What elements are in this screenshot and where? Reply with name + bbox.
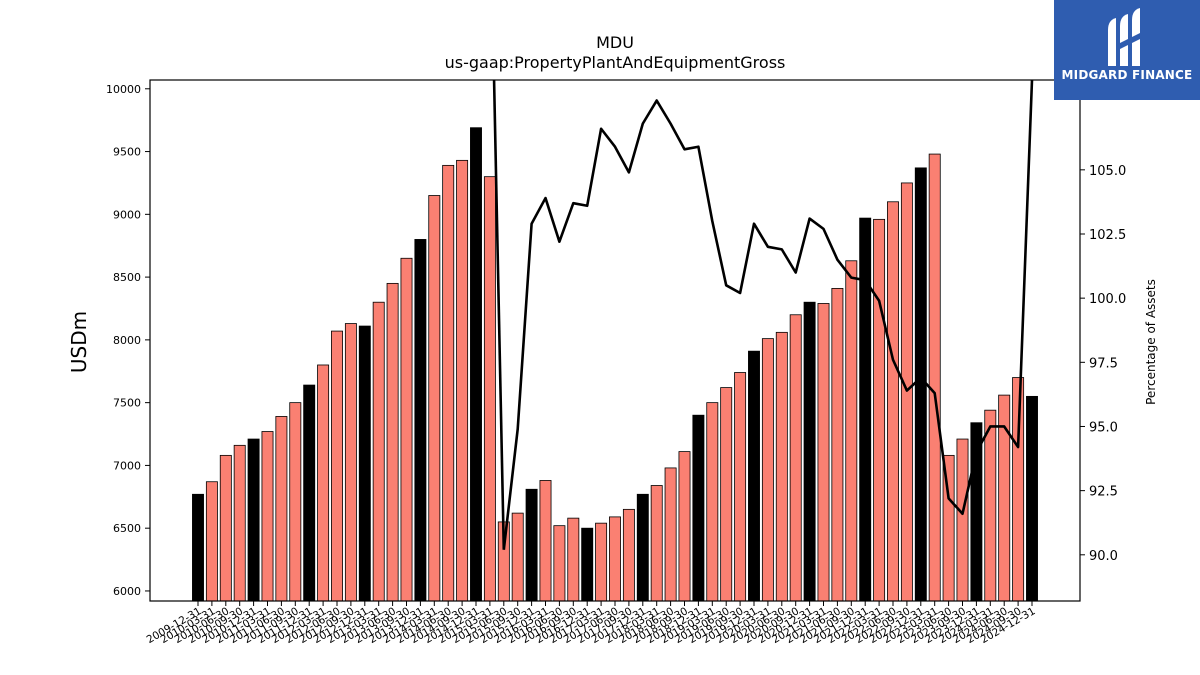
- bar: [761, 338, 774, 602]
- bar: [706, 402, 719, 602]
- bar: [803, 301, 816, 602]
- bar: [817, 303, 830, 602]
- chart-title: MDU: [596, 33, 634, 52]
- bar: [289, 402, 302, 602]
- y2-tick-label: 90.0: [1089, 549, 1118, 564]
- chart-subtitle: us-gaap:PropertyPlantAndEquipmentGross: [445, 53, 786, 72]
- bar: [692, 414, 705, 602]
- line-series: [502, 80, 1034, 550]
- y2-tick-label: 92.5: [1089, 485, 1118, 500]
- y2-tick-label: 100.0: [1089, 292, 1126, 307]
- bar: [275, 416, 288, 602]
- line-series-lead: [492, 80, 506, 550]
- line-group: [492, 80, 1034, 550]
- bar: [664, 467, 677, 602]
- bar: [442, 164, 455, 602]
- bar: [233, 444, 246, 602]
- bar: [205, 481, 218, 602]
- bar: [581, 527, 594, 602]
- bar: [414, 239, 427, 602]
- bar: [553, 525, 566, 602]
- bar: [261, 431, 274, 602]
- bar: [636, 493, 649, 602]
- bar: [344, 323, 357, 602]
- bar: [678, 451, 691, 602]
- bar: [789, 314, 802, 602]
- bar: [845, 260, 858, 602]
- bar: [470, 127, 482, 602]
- bar: [650, 485, 663, 602]
- bar: [928, 153, 941, 602]
- bar: [775, 331, 788, 602]
- bar: [900, 182, 913, 602]
- y2-axis-label: Percentage of Assets: [1144, 279, 1158, 405]
- bar: [831, 287, 844, 602]
- logo-mark-icon: [1108, 8, 1142, 66]
- y-tick-label: 6000: [113, 585, 141, 598]
- y-tick-label: 6500: [113, 522, 141, 535]
- bars-group: [192, 127, 1038, 602]
- y2-tick-label: 102.5: [1089, 228, 1126, 243]
- bar: [247, 438, 260, 602]
- bar: [748, 350, 760, 602]
- y-tick-label: 10000: [106, 83, 141, 96]
- y-ticks-group: 6000 6500 7000 7500 8000 8500 9000 9500 10000: [106, 83, 150, 598]
- y-tick-label: 7000: [113, 459, 141, 472]
- bar: [456, 159, 469, 602]
- y-tick-label: 8500: [113, 271, 141, 284]
- y2-tick-label: 95.0: [1089, 420, 1118, 435]
- bar: [303, 384, 316, 602]
- bar: [734, 372, 747, 602]
- bar: [192, 493, 204, 602]
- x-ticks-group: 2009-12-312010-03-312010-06-302010-09-30…: [145, 601, 1038, 646]
- y-tick-label: 7500: [113, 397, 141, 410]
- bar: [372, 301, 385, 602]
- bar: [1012, 377, 1025, 602]
- bar: [219, 454, 232, 602]
- bar: [400, 257, 413, 602]
- y-tick-label: 9500: [113, 146, 141, 159]
- bar: [386, 282, 399, 602]
- bar: [428, 195, 441, 602]
- logo-text: MIDGARD FINANCE: [1061, 68, 1193, 82]
- bar: [887, 201, 899, 602]
- bar: [483, 176, 496, 602]
- y-tick-label: 9000: [113, 208, 141, 221]
- bar: [609, 516, 621, 602]
- y2-tick-label: 105.0: [1089, 164, 1126, 179]
- bar: [525, 488, 538, 602]
- bar: [511, 512, 524, 602]
- y-tick-label: 8000: [113, 334, 141, 347]
- brand-logo: MIDGARD FINANCE: [1054, 0, 1200, 100]
- bar: [539, 480, 552, 602]
- bar: [720, 387, 733, 602]
- bar: [595, 522, 608, 602]
- y2-tick-label: 97.5: [1089, 356, 1118, 371]
- y-axis-label: USDm: [67, 311, 91, 373]
- bar: [984, 409, 997, 602]
- bar: [859, 217, 872, 602]
- bar: [956, 438, 969, 602]
- y2-ticks-group: 90.0 92.5 95.0 97.5 100.0 102.5 105.0: [1080, 164, 1126, 564]
- bar: [567, 517, 580, 602]
- bar: [914, 167, 927, 602]
- bar: [358, 325, 371, 602]
- bar: [317, 364, 330, 602]
- bar: [873, 218, 886, 602]
- bar: [1026, 395, 1038, 602]
- bar: [622, 508, 635, 602]
- bar: [331, 330, 343, 602]
